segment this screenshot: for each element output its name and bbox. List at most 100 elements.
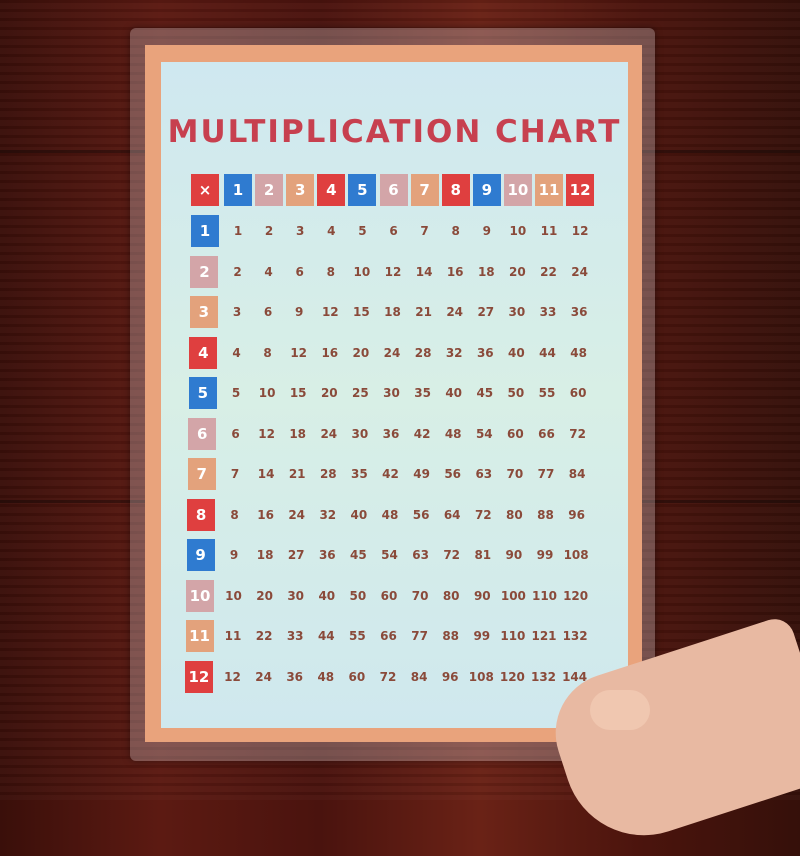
product-cell: 4: [232, 345, 241, 360]
product-cell: 24: [571, 264, 588, 279]
product-cell: 110: [500, 629, 526, 643]
column-header-12: 12: [566, 174, 595, 206]
product-cell: 108: [468, 669, 494, 684]
product-cell: 77: [411, 629, 428, 643]
product-cell: 30: [383, 386, 400, 400]
product-cell: 42: [382, 467, 399, 481]
product-cell: 50: [349, 588, 367, 603]
product-cell: 22: [255, 629, 273, 643]
product-cell: 40: [350, 507, 368, 522]
column-header-11: 11: [535, 174, 563, 206]
product-cell: 10: [258, 386, 276, 400]
product-cell: 27: [287, 548, 305, 562]
product-cell: 28: [414, 345, 432, 360]
row-header-5: 5: [188, 377, 217, 409]
row-header-7: 7: [187, 458, 216, 490]
product-cell: 66: [380, 629, 397, 643]
product-cell: 3: [232, 305, 242, 319]
product-cell: 7: [420, 224, 429, 238]
product-cell: 99: [473, 629, 491, 643]
column-header-7: 7: [410, 174, 439, 206]
product-cell: 33: [539, 305, 557, 319]
product-cell: 72: [474, 507, 492, 522]
product-cell: 36: [382, 426, 400, 441]
product-cell: 88: [537, 507, 554, 522]
product-cell: 108: [563, 548, 589, 562]
thumb: [590, 690, 650, 730]
product-cell: 9: [229, 548, 239, 562]
product-cell: 80: [506, 507, 523, 522]
product-cell: 30: [351, 426, 369, 441]
product-cell: 55: [538, 386, 556, 400]
product-cell: 54: [475, 426, 493, 441]
product-cell: 14: [257, 467, 275, 481]
product-cell: 18: [477, 264, 495, 279]
product-cell: 40: [508, 345, 525, 360]
product-cell: 144: [562, 669, 588, 684]
product-cell: 18: [384, 305, 401, 319]
product-cell: 120: [499, 669, 525, 684]
product-cell: 2: [264, 224, 274, 238]
column-header-8: 8: [441, 174, 470, 206]
product-cell: 36: [476, 345, 494, 360]
product-cell: 56: [412, 507, 430, 522]
product-cell: 45: [476, 386, 494, 400]
row-header-10: 10: [186, 579, 215, 612]
product-cell: 110: [531, 588, 558, 603]
product-cell: 16: [446, 264, 464, 279]
product-cell: 20: [256, 588, 273, 603]
product-cell: 60: [507, 426, 524, 441]
product-cell: 30: [287, 588, 305, 603]
product-cell: 25: [352, 386, 369, 400]
row-header-8: 8: [187, 498, 216, 531]
product-cell: 6: [231, 426, 240, 441]
product-cell: 6: [389, 224, 398, 238]
product-cell: 9: [482, 224, 491, 238]
product-cell: 42: [413, 426, 431, 441]
product-cell: 49: [413, 467, 430, 481]
product-cell: 48: [381, 507, 399, 522]
product-cell: 30: [508, 305, 526, 319]
column-header-3: 3: [286, 174, 315, 206]
product-cell: 20: [352, 345, 370, 360]
product-cell: 16: [321, 345, 339, 360]
product-cell: 6: [295, 264, 304, 279]
product-cell: 21: [415, 305, 432, 319]
product-cell: 84: [568, 467, 586, 481]
product-cell: 21: [288, 467, 306, 481]
chart-title: MULTIPLICATION CHART: [167, 114, 622, 150]
product-cell: 64: [443, 507, 461, 522]
product-cell: 35: [351, 467, 368, 481]
product-cell: 60: [348, 669, 366, 684]
product-cell: 24: [446, 305, 464, 319]
product-cell: 35: [414, 386, 431, 400]
product-cell: 24: [288, 507, 306, 522]
product-cell: 11: [224, 629, 242, 643]
product-cell: 96: [441, 669, 459, 684]
row-header-9: 9: [186, 539, 215, 571]
product-cell: 56: [444, 467, 462, 481]
row-header-4: 4: [189, 336, 218, 369]
multiply-symbol-cell: ×: [191, 174, 219, 206]
product-cell: 9: [295, 305, 304, 319]
row-header-12: 12: [184, 660, 213, 693]
poster: MULTIPLICATION CHART × 1 2 3 4 5 6 7 8 9 10 11 12 1 1 2…: [145, 45, 642, 742]
product-cell: 50: [507, 386, 525, 400]
product-cell: 90: [505, 548, 523, 562]
product-cell: 24: [320, 426, 338, 441]
column-header-5: 5: [348, 174, 377, 206]
product-cell: 70: [506, 467, 524, 481]
product-cell: 90: [473, 588, 491, 603]
product-cell: 55: [349, 629, 366, 643]
product-cell: 88: [442, 629, 460, 643]
product-cell: 63: [412, 548, 429, 562]
product-cell: 60: [569, 386, 587, 400]
product-cell: 48: [570, 345, 587, 360]
product-cell: 121: [531, 629, 557, 643]
product-cell: 48: [317, 669, 335, 684]
product-cell: 5: [231, 386, 241, 400]
row-header-2: 2: [190, 255, 219, 288]
product-cell: 80: [442, 588, 460, 603]
product-cell: 27: [477, 305, 495, 319]
product-cell: 100: [500, 588, 526, 603]
